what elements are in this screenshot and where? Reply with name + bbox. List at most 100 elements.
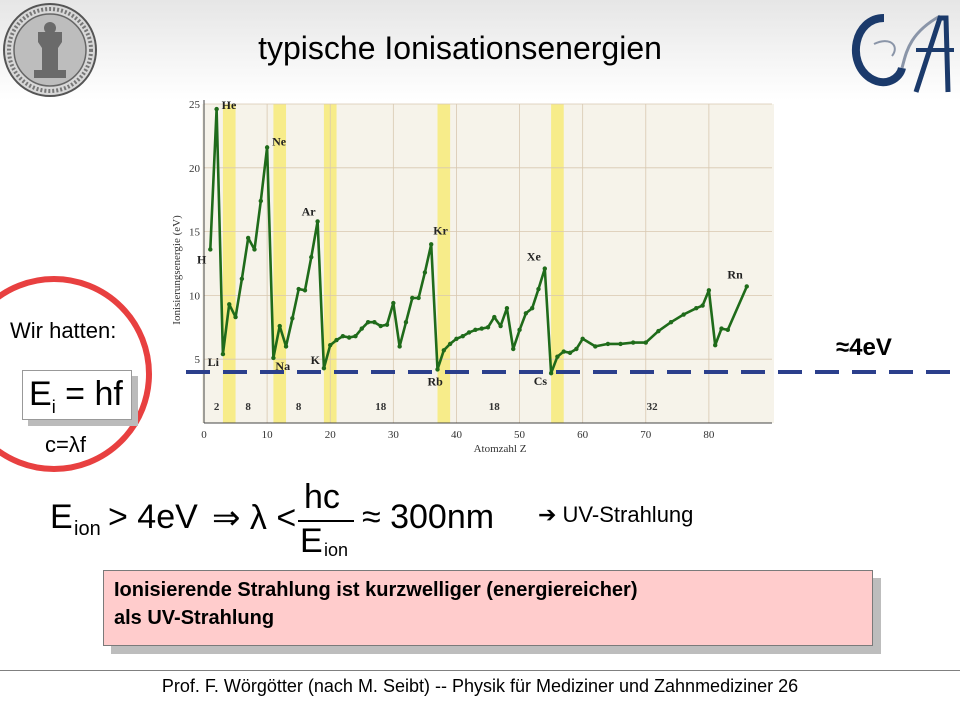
energy-formula: Ei = hf: [29, 375, 123, 417]
data-point: [643, 340, 648, 345]
data-point: [561, 349, 566, 354]
data-point: [713, 342, 718, 348]
conclusion-box: Ionisierende Strahlung ist kurzwelliger …: [103, 570, 873, 646]
formula-e: E: [50, 498, 73, 536]
data-point: [220, 351, 226, 357]
data-point: [548, 371, 554, 376]
formula-ion-sub: ion: [74, 518, 101, 540]
formula-numerator: hc: [304, 478, 340, 516]
data-point: [334, 337, 339, 343]
data-point: [593, 344, 598, 349]
x-tick-label: 40: [451, 429, 463, 441]
period-count-label: 18: [375, 401, 387, 413]
element-label: Ar: [302, 204, 317, 218]
data-point: [239, 276, 245, 282]
data-point: [681, 312, 686, 317]
x-tick-label: 60: [577, 429, 589, 441]
data-point: [555, 354, 560, 359]
data-point: [700, 303, 705, 308]
formula-approx: ≈ 300nm: [362, 498, 495, 536]
period-count-label: 8: [296, 401, 302, 413]
data-point: [454, 336, 459, 341]
element-label: Xe: [527, 250, 542, 264]
element-label: K: [311, 353, 321, 367]
data-point: [384, 322, 390, 327]
data-point: [694, 305, 699, 311]
fraction-bar: [298, 520, 354, 522]
data-point: [296, 286, 301, 292]
footer-divider: [0, 670, 960, 671]
plot-area: [202, 104, 774, 423]
data-point: [422, 270, 428, 275]
formula-gt: > 4eV: [108, 498, 198, 536]
y-tick-label: 20: [189, 163, 201, 175]
shaded-band: [551, 104, 564, 423]
data-point: [283, 344, 289, 349]
formula-denominator: E: [300, 522, 323, 560]
footer-text: Prof. F. Wörgötter (nach M. Seibt) -- Ph…: [161, 676, 799, 696]
data-point: [277, 323, 282, 329]
data-point: [668, 319, 674, 325]
data-point: [290, 316, 295, 321]
period-count-label: 8: [245, 401, 251, 413]
x-tick-label: 20: [325, 429, 337, 441]
data-point: [574, 346, 579, 352]
data-point: [346, 335, 352, 340]
data-point: [473, 327, 478, 333]
formula-implies: ⇒ λ <: [212, 499, 297, 537]
data-point: [447, 341, 453, 347]
data-point: [460, 334, 465, 339]
data-point: [410, 295, 415, 301]
element-label: H: [197, 252, 207, 266]
data-point: [372, 319, 377, 325]
threshold-label: ≈4eV: [836, 334, 892, 361]
element-label: Ne: [272, 134, 287, 148]
y-tick-label: 15: [189, 227, 201, 239]
data-point: [208, 247, 213, 252]
uv-radiation-note: ➔ UV-Strahlung: [538, 502, 694, 527]
data-point: [429, 242, 434, 247]
element-label: Rn: [727, 267, 743, 281]
data-point: [245, 235, 251, 241]
period-count-labels: 2 8 8 18 18 32: [214, 401, 658, 413]
formula-denominator-sub: ion: [324, 540, 349, 560]
data-point: [504, 305, 510, 311]
data-point: [435, 367, 440, 372]
data-point: [309, 254, 314, 260]
data-point: [618, 341, 623, 347]
data-point: [416, 295, 421, 301]
element-label: Li: [208, 355, 220, 369]
data-point: [567, 350, 573, 356]
x-tick-label: 50: [514, 429, 526, 441]
data-point: [315, 219, 320, 224]
period-count-label: 2: [214, 401, 220, 413]
data-point: [725, 327, 731, 333]
data-point: [214, 106, 219, 112]
data-point: [517, 327, 522, 333]
header-background: [0, 0, 960, 100]
data-point: [353, 334, 358, 339]
x-axis-label: Atomzahl Z: [474, 443, 527, 455]
y-axis-label: Ionisierungsenergie (eV): [171, 215, 183, 325]
data-point: [580, 336, 585, 341]
shaded-band: [273, 104, 287, 423]
data-point: [605, 341, 611, 347]
university-seal-logo: [3, 3, 97, 97]
element-label: Kr: [433, 223, 448, 237]
data-point: [542, 266, 547, 271]
y-tick-label: 10: [189, 290, 201, 302]
data-point: [498, 323, 503, 329]
data-point: [391, 300, 396, 306]
shaded-bands: [202, 104, 774, 423]
x-tick-label: 30: [388, 429, 400, 441]
data-point: [258, 198, 263, 204]
y-tick-label: 5: [195, 354, 201, 366]
data-point: [529, 305, 535, 311]
data-point: [359, 326, 364, 331]
x-tick-label: 80: [703, 429, 715, 441]
axes: 0 10 20 30 40 50 60 70 80 5 10 15 20 25: [189, 99, 772, 441]
data-point: [321, 365, 327, 371]
data-point: [492, 314, 497, 320]
data-point: [523, 311, 529, 316]
